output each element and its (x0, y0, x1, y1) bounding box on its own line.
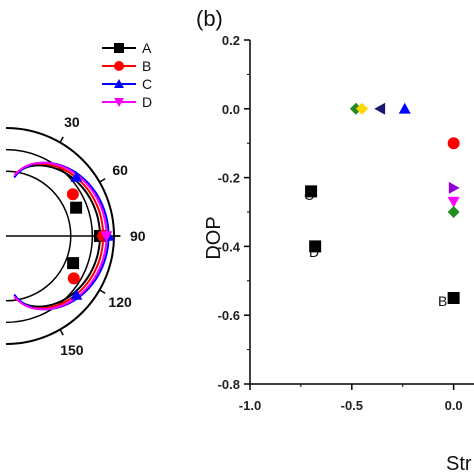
scatter-point (448, 181, 460, 194)
panel-b-label: (b) (196, 6, 223, 31)
x-tick-label: -1.0 (239, 398, 261, 413)
scatter-point (447, 137, 460, 150)
legend-label-a: A (142, 40, 152, 56)
scatter-points (305, 102, 460, 304)
scatter-point (349, 102, 362, 115)
annotation-c: C (304, 187, 314, 203)
polar-marker-c (70, 289, 83, 300)
y-tick-label: -0.4 (218, 239, 241, 254)
polar-marker-c (70, 170, 83, 182)
polar-marker-a (70, 201, 83, 214)
legend-label-b: B (142, 58, 151, 74)
scatter-point (398, 102, 411, 114)
legend-label-d: D (142, 94, 152, 110)
polar-angle-label: 90 (130, 228, 146, 244)
scatter-chart: 0.2 0.0 -0.2 -0.4 -0.6 -0.8 -1.0 -0.5 0.0 DOP St… (203, 33, 474, 474)
polar-angle-label: 150 (60, 342, 84, 358)
scatter-point (374, 102, 386, 115)
polar-marker-a (67, 257, 80, 270)
x-tick-label: -0.5 (341, 398, 363, 413)
legend-marker-c (114, 79, 124, 88)
polar-marker-d (100, 231, 113, 242)
polar-angle-label: 30 (64, 114, 80, 130)
annotation-d: D (309, 244, 319, 260)
scatter-point (309, 240, 322, 253)
legend-marker-a (114, 43, 124, 53)
y-tick-label: -0.8 (218, 377, 240, 392)
polar-tick-mark (59, 136, 64, 143)
x-axis-label: Str (446, 453, 472, 474)
scatter-point (447, 292, 460, 304)
legend-marker-d (114, 98, 124, 107)
y-axis-label: DOP (203, 216, 225, 259)
polar-marker-b (66, 188, 79, 201)
polar-tick-mark (59, 329, 64, 336)
annotation-b: B (438, 293, 447, 309)
polar-markers (66, 170, 115, 300)
y-tick-label: 0.0 (222, 102, 240, 117)
polar-angle-label: 120 (108, 294, 132, 310)
polar-marker-b (67, 272, 80, 285)
y-tick-label: -0.6 (218, 308, 240, 323)
polar-grid (5, 127, 121, 345)
y-tick-label: -0.2 (218, 171, 240, 186)
scatter-axes: 0.2 0.0 -0.2 -0.4 -0.6 -0.8 -1.0 -0.5 0.0 (218, 33, 474, 413)
polar-tick-mark (99, 289, 106, 294)
x-tick-label: 0.0 (445, 398, 463, 413)
y-tick-label: 0.2 (222, 33, 240, 48)
legend-marker-b (114, 61, 124, 71)
polar-angle-label: 60 (112, 162, 128, 178)
scatter-point (447, 196, 460, 208)
polar-tick-mark (99, 178, 106, 183)
polar-angle-ticks: 30 60 90 120 150 (60, 114, 146, 358)
scatter-point (447, 206, 460, 218)
scatter-point (356, 102, 368, 115)
scatter-point (305, 185, 318, 198)
legend-label-c: C (142, 76, 152, 92)
